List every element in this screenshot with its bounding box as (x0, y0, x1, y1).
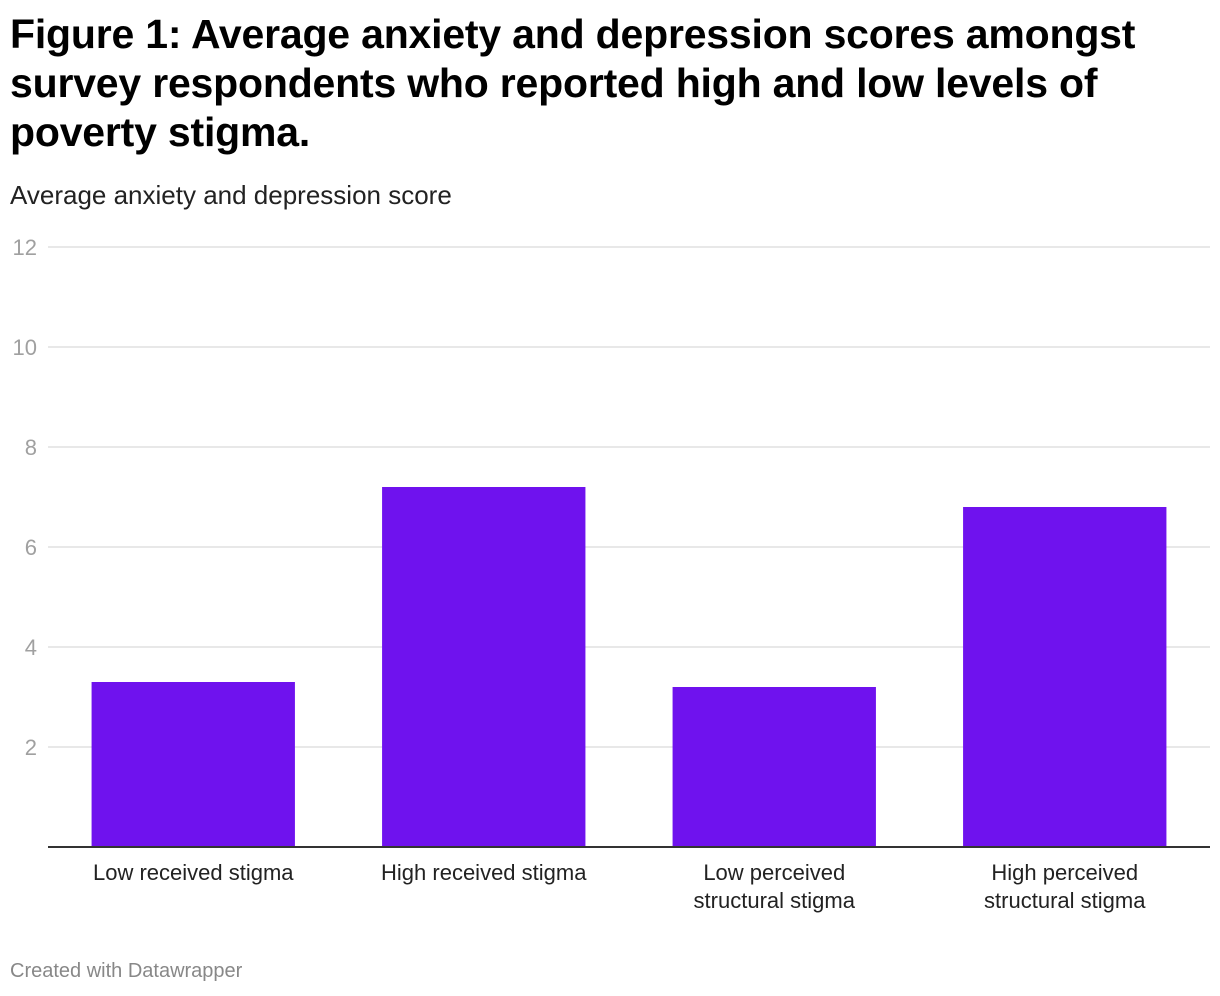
bar (91, 682, 295, 847)
bar (672, 687, 876, 847)
x-tick-label: Low received stigma (93, 860, 294, 885)
footer-credit: Created with Datawrapper (10, 960, 243, 982)
chart-title: Figure 1: Average anxiety and depression… (10, 11, 1136, 155)
x-tick-label-line: structural stigma (694, 888, 856, 913)
x-tick-label-line: Low received stigma (93, 860, 294, 885)
chart-subtitle: Average anxiety and depression score (10, 180, 452, 210)
x-tick-label: Low perceived structural stigma (694, 860, 856, 913)
y-tick-label: 2 (25, 735, 37, 760)
bar (963, 507, 1167, 847)
y-tick-label: 10 (13, 335, 37, 360)
x-tick-label-line: Low perceived (703, 860, 845, 885)
bar-chart: 2 4 6 8 10 12 Low received stigma High received… (13, 235, 1210, 913)
x-tick-label-line: structural stigma (984, 888, 1146, 913)
y-tick-label: 6 (25, 535, 37, 560)
x-tick-label: High received stigma (381, 860, 587, 885)
x-tick-label-line: High received stigma (381, 860, 587, 885)
x-tick-label-line: High perceived (991, 860, 1138, 885)
bar (382, 487, 586, 847)
y-tick-label: 8 (25, 435, 37, 460)
x-tick-label: High perceived structural stigma (984, 860, 1146, 913)
y-tick-label: 4 (25, 635, 37, 660)
y-tick-label: 12 (13, 235, 37, 260)
